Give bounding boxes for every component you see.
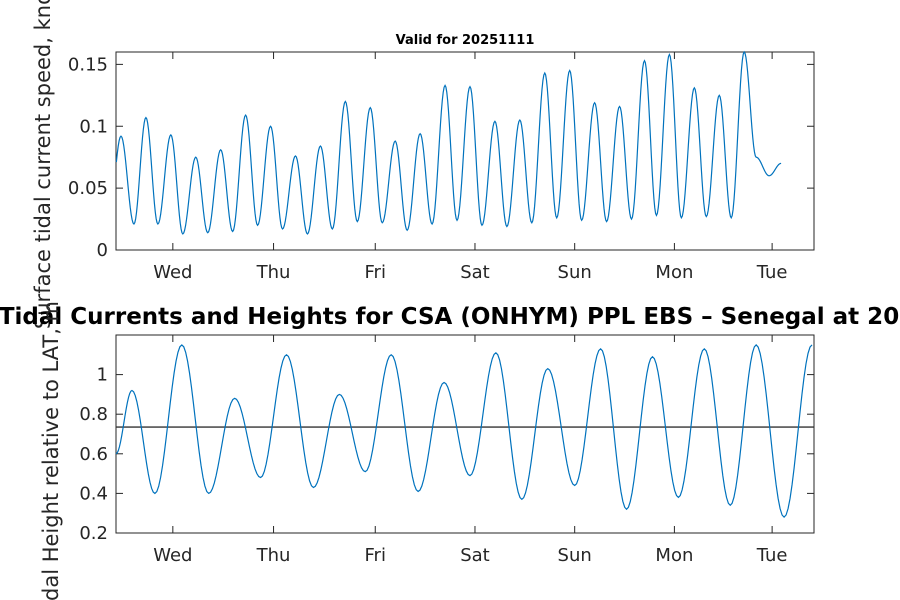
tidal-height-panel: 0.2 0.4 0.6 0.8 1 Wed Thu Fri Sat Sun Mon Tue Tida… (0, 301, 900, 600)
tidal-height-x-tick-label-thu: Thu (256, 545, 291, 566)
tidal-height-y-axis-label: Tidal Height relative to LAT, m (39, 301, 63, 600)
tidal-height-plot-area (115, 334, 815, 534)
tidal-height-x-tick-label-mon: Mon (655, 545, 693, 566)
current-speed-panel: 0 0.05 0.1 0.15 Wed Thu Fri Sat Sun Mon Tue Valid… (31, 0, 815, 329)
current-speed-x-tick-label-tue: Tue (756, 262, 788, 283)
current-speed-plot-area (115, 51, 815, 251)
figure-main-title: Tidal Currents and Heights for CSA (ONHY… (0, 304, 900, 330)
current-speed-x-tick-label-sun: Sun (558, 262, 592, 283)
tidal-height-x-tick-label-sat: Sat (460, 545, 490, 566)
tidal-height-x-tick-label-sun: Sun (558, 545, 592, 566)
current-speed-x-tick-label-fri: Fri (365, 262, 386, 283)
tidal-height-x-tick-label-tue: Tue (756, 545, 788, 566)
current-speed-y-tick-label: 0.05 (68, 178, 108, 199)
tidal-height-y-tick-label: 1 (97, 365, 108, 386)
current-speed-y-ticks: 0 0.05 0.1 0.15 (68, 54, 814, 261)
tidal-height-y-ticks: 0.2 0.4 0.6 0.8 1 (79, 365, 814, 544)
tidal-height-y-tick-label: 0.4 (79, 483, 108, 504)
current-speed-series-line (115, 50, 782, 235)
current-speed-title: Valid for 20251111 (396, 33, 535, 48)
tidal-height-y-tick-label: 0.2 (79, 523, 108, 544)
current-speed-x-tick-label-sat: Sat (460, 262, 490, 283)
tidal-height-x-tick-label-fri: Fri (365, 545, 386, 566)
current-speed-y-tick-label: 0.15 (68, 54, 108, 75)
tidal-height-x-ticks: Wed Thu Fri Sat Sun Mon Tue (153, 335, 787, 566)
current-speed-y-tick-label: 0 (97, 240, 108, 261)
current-speed-x-tick-label-wed: Wed (153, 262, 192, 283)
current-speed-y-axis-label: Surface tidal current speed, knots (31, 0, 55, 329)
tidal-height-series-line (115, 344, 813, 519)
current-speed-x-tick-label-mon: Mon (655, 262, 693, 283)
current-speed-y-tick-label: 0.1 (79, 116, 108, 137)
tidal-height-x-tick-label-wed: Wed (153, 545, 192, 566)
current-speed-x-tick-label-thu: Thu (256, 262, 291, 283)
tidal-height-y-tick-label: 0.6 (79, 444, 108, 465)
current-speed-x-ticks: Wed Thu Fri Sat Sun Mon Tue (153, 52, 787, 283)
tidal-height-y-tick-label: 0.8 (79, 404, 108, 425)
